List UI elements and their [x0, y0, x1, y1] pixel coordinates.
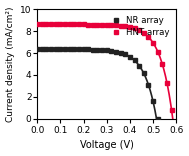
- NR array: [147, 84, 149, 86]
- HNT array: [147, 36, 149, 38]
- NR array: [73, 48, 75, 50]
- HNT array: [133, 27, 136, 29]
- NR array: [41, 48, 43, 50]
- HNT array: [68, 24, 71, 25]
- HNT array: [64, 24, 66, 25]
- HNT array: [161, 63, 163, 65]
- HNT array: [73, 24, 75, 25]
- NR array: [92, 49, 94, 50]
- HNT array: [152, 42, 154, 44]
- HNT array: [87, 24, 89, 25]
- NR array: [152, 100, 154, 102]
- Line: HNT array: HNT array: [35, 22, 174, 113]
- NR array: [96, 49, 99, 51]
- NR array: [50, 48, 52, 50]
- NR array: [119, 52, 122, 54]
- NR array: [138, 65, 140, 67]
- NR array: [129, 56, 131, 58]
- HNT array: [106, 24, 108, 26]
- HNT array: [41, 24, 43, 25]
- Line: NR array: NR array: [35, 47, 160, 121]
- HNT array: [166, 82, 168, 84]
- Legend: NR array, HNT array: NR array, HNT array: [107, 13, 172, 39]
- NR array: [36, 48, 38, 50]
- NR array: [55, 48, 57, 50]
- HNT array: [170, 109, 173, 111]
- HNT array: [59, 24, 61, 25]
- NR array: [156, 118, 159, 120]
- NR array: [115, 51, 117, 53]
- Y-axis label: Current density (mA/cm²): Current density (mA/cm²): [5, 6, 15, 122]
- NR array: [87, 49, 89, 50]
- NR array: [64, 48, 66, 50]
- NR array: [101, 49, 103, 51]
- NR array: [82, 48, 85, 50]
- HNT array: [156, 51, 159, 52]
- HNT array: [45, 24, 48, 25]
- HNT array: [115, 24, 117, 26]
- HNT array: [50, 24, 52, 25]
- NR array: [124, 53, 126, 55]
- HNT array: [138, 29, 140, 31]
- HNT array: [110, 24, 112, 26]
- NR array: [143, 72, 145, 74]
- NR array: [45, 48, 48, 50]
- HNT array: [92, 24, 94, 25]
- NR array: [110, 50, 112, 52]
- HNT array: [101, 24, 103, 26]
- NR array: [133, 59, 136, 61]
- NR array: [59, 48, 61, 50]
- NR array: [106, 49, 108, 51]
- HNT array: [55, 24, 57, 25]
- X-axis label: Voltage (V): Voltage (V): [80, 140, 134, 150]
- NR array: [78, 48, 80, 50]
- HNT array: [82, 24, 85, 25]
- HNT array: [78, 24, 80, 25]
- NR array: [68, 48, 71, 50]
- HNT array: [129, 26, 131, 28]
- HNT array: [36, 24, 38, 25]
- HNT array: [96, 24, 99, 26]
- HNT array: [143, 32, 145, 34]
- HNT array: [119, 25, 122, 27]
- HNT array: [124, 25, 126, 27]
